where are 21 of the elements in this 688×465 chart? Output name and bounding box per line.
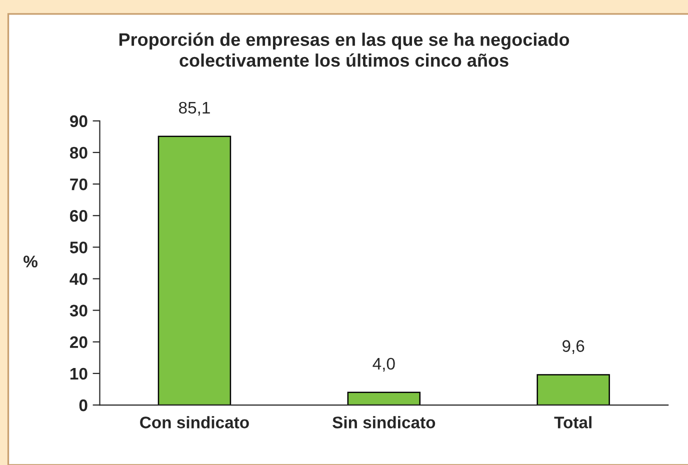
y-tick-label: 0 (79, 399, 88, 412)
y-tick-label: 10 (70, 368, 88, 380)
y-tick-label: 40 (70, 273, 88, 285)
chart-title: Proporción de empresas en las que se ha negociado colectivamente los últimos cinco años (119, 32, 570, 67)
y-tick-label: 30 (70, 304, 88, 317)
bar (536, 374, 610, 406)
x-tick-label: Sin sindicato (332, 416, 436, 428)
y-tick-label: 50 (70, 242, 88, 254)
y-tick-label: 80 (70, 146, 88, 159)
y-axis-title: % (24, 256, 38, 268)
data-label: 4,0 (372, 358, 395, 372)
y-tick-label: 20 (70, 336, 88, 348)
bar (158, 136, 232, 406)
x-tick-label: Con sindicato (140, 416, 249, 428)
data-label: 9,6 (562, 340, 584, 354)
data-label: 85,1 (178, 102, 210, 116)
x-tick-label: Total (554, 416, 592, 428)
y-tick-label: 60 (70, 210, 88, 222)
bar (347, 392, 421, 406)
y-tick-label: 90 (70, 115, 88, 128)
y-tick-label: 70 (70, 178, 88, 190)
